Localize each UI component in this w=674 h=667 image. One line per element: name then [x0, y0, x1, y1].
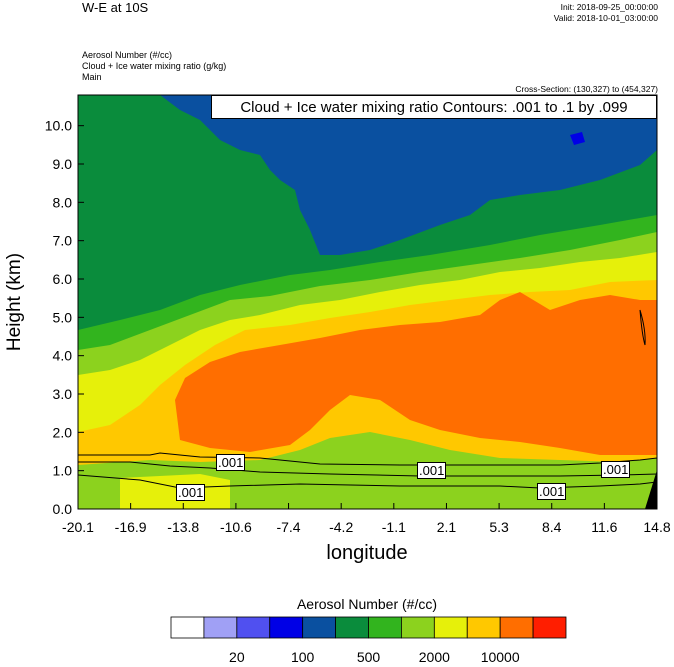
colorbar-swatch: [532, 616, 567, 639]
contour-cloud-3: [78, 474, 657, 489]
field-label-cloud: Cloud + Ice water mixing ratio (g/kg): [82, 61, 227, 71]
colorbar-swatch: [203, 616, 238, 639]
y-tick-label: 3.0: [53, 386, 73, 402]
y-axis-label-wrap: Height (km): [0, 95, 30, 509]
x-axis-label: longitude: [326, 542, 408, 564]
contour-label: .001: [216, 454, 246, 471]
x-tick-label: -4.2: [329, 519, 353, 535]
fill-blue-dark-spot: [570, 132, 585, 145]
contour-cloud-2: [78, 461, 657, 477]
x-tick-label: -1.1: [382, 519, 406, 535]
y-tick-label: 4.0: [53, 348, 73, 364]
y-tick-label: 5.0: [53, 309, 73, 325]
y-tick-label: 6.0: [53, 271, 73, 287]
colorbar-label: 500: [357, 649, 381, 665]
fill-blue-upper: [160, 95, 657, 255]
colorbar-swatch: [499, 616, 534, 639]
colorbar-swatch: [368, 616, 402, 639]
y-tick-label: 9.0: [53, 156, 73, 172]
y-tick-label: 1.0: [53, 463, 73, 479]
x-tick-label: -13.8: [167, 519, 199, 535]
chart-title: W-E at 10S: [82, 0, 149, 15]
colorbar-swatch: [335, 616, 369, 639]
y-tick-label: 7.0: [53, 233, 73, 249]
x-tick-label: 8.4: [542, 519, 562, 535]
fill-orange-core: [175, 292, 657, 455]
y-axis: 0.0 1.0 2.0 3.0 4.0 5.0 6.0 7.0 8.0 9.0 10.0: [45, 118, 84, 517]
colorbar-label: 100: [291, 649, 315, 665]
colorbar-swatch: [269, 616, 304, 639]
y-tick-label: 2.0: [53, 424, 73, 440]
y-tick-label: 10.0: [45, 118, 72, 134]
contour-label: .001: [176, 484, 206, 501]
contour-label: .001: [417, 462, 447, 479]
colorbar-label: 10000: [481, 649, 520, 665]
x-tick-label: 14.8: [643, 519, 670, 535]
colorbar-label: 20: [229, 649, 245, 665]
contour-label: .001: [537, 483, 567, 500]
x-tick-label: -20.1: [62, 519, 94, 535]
init-time: Init: 2018-09-25_00:00:00: [560, 2, 658, 12]
colorbar-swatch: [466, 616, 501, 639]
x-tick-label: 11.6: [591, 519, 617, 535]
contour-legend: Cloud + Ice water mixing ratio Contours:…: [211, 95, 657, 119]
colorbar-swatch: [170, 616, 205, 639]
y-axis-label: Height (km): [4, 252, 25, 352]
filled-contours: [78, 95, 657, 509]
terrain-right: [645, 470, 657, 509]
x-tick-label: 2.1: [437, 519, 457, 535]
colorbar-swatch: [302, 616, 336, 639]
field-label-main: Main: [82, 72, 102, 82]
fill-gold-left: [78, 432, 110, 460]
colorbar: 20 100 500 2000 10000: [170, 616, 567, 665]
x-tick-label: -16.9: [115, 519, 147, 535]
colorbar-title: Aerosol Number (#/cc): [296, 596, 438, 612]
y-tick-label: 8.0: [53, 194, 73, 210]
contour-cloud-4: [639, 309, 646, 346]
x-axis: -20.1 -16.9 -13.8 -10.6 -7.4 -4.2 -1.1 2.1 5.3 8.…: [62, 503, 671, 535]
colorbar-swatch: [401, 616, 435, 639]
colorbar-swatch: [433, 616, 468, 639]
contour-label: .001: [601, 461, 631, 478]
x-tick-label: 5.3: [489, 519, 509, 535]
y-tick-label: 0.0: [53, 501, 73, 517]
x-tick-label: -7.4: [276, 519, 300, 535]
colorbar-swatch: [236, 616, 271, 639]
cross-section-label: Cross-Section: (130,327) to (454,327): [515, 84, 658, 94]
x-tick-label: -10.6: [220, 519, 252, 535]
field-label-aerosol: Aerosol Number (#/cc): [82, 50, 173, 60]
colorbar-label: 2000: [419, 649, 450, 665]
valid-time: Valid: 2018-10-01_03:00:00: [553, 13, 658, 23]
